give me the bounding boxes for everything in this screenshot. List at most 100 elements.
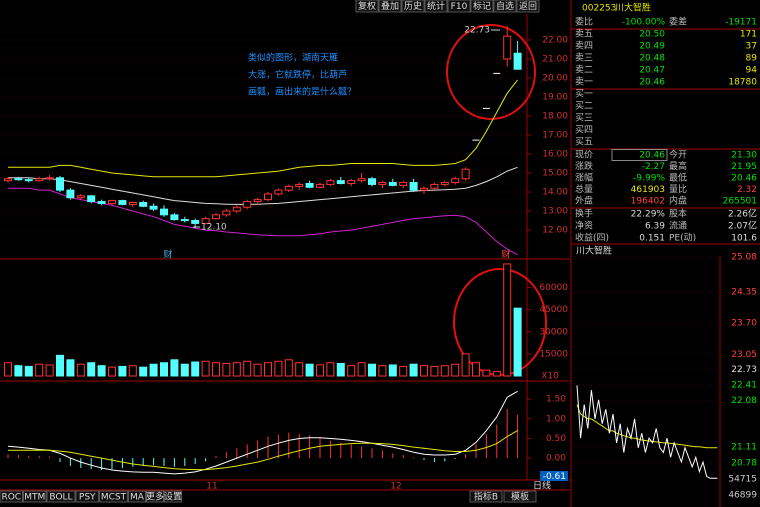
low-price-label: 12.10 (201, 223, 227, 233)
toolbar-button[interactable] (470, 0, 494, 13)
template-tab-label[interactable]: 指标B (474, 491, 498, 503)
indicator-tab-label[interactable]: PSY (79, 493, 96, 503)
field-value: 2.26亿 (728, 208, 757, 220)
volume-bar (97, 365, 106, 377)
boll-line (8, 79, 518, 178)
y-tick-label: 13.00 (542, 207, 568, 217)
toolbar-button-label[interactable]: 标记 (473, 0, 491, 12)
candle-body (316, 183, 324, 188)
field-name: 今开 (669, 149, 687, 161)
toolbar-button-label[interactable]: F10 (451, 2, 468, 12)
indicator-tab-label[interactable]: 设置 (164, 492, 182, 503)
volume-bar (368, 363, 376, 377)
volume-bar (212, 362, 220, 377)
toolbar-button-label[interactable]: 自选 (496, 0, 514, 12)
toolbar-button[interactable] (401, 0, 425, 13)
toolbar-button-label[interactable]: 统计 (427, 0, 445, 12)
volume-bar (4, 362, 12, 377)
candle-body (56, 177, 64, 191)
indicator-tab[interactable] (146, 490, 164, 503)
average-line (576, 404, 718, 449)
indicator-tab[interactable] (164, 490, 182, 503)
template-tab[interactable] (503, 490, 537, 503)
field-value: 20.48 (639, 54, 665, 64)
toolbar-button[interactable] (424, 0, 448, 13)
indicator-tab[interactable] (46, 490, 76, 503)
field-value: 265501 (723, 197, 757, 207)
volume-bar (399, 365, 408, 377)
candle-body (347, 180, 356, 184)
volume-bar (149, 363, 158, 377)
y-tick-label: 22.73 (731, 365, 757, 375)
volume-bar (284, 359, 293, 377)
y-tick-label: 25.08 (731, 253, 757, 263)
intraday-title: 川大智胜 (576, 245, 612, 257)
indicator-tab[interactable] (99, 490, 128, 503)
candle-body (4, 178, 12, 182)
candle-body (368, 178, 376, 185)
toolbar-button[interactable] (516, 0, 540, 13)
candle-body (212, 214, 220, 220)
y-tick-label: 45000 (539, 305, 568, 315)
volume-bar (357, 362, 366, 377)
indicator-tab-label[interactable]: MTM (24, 493, 45, 503)
field-name: 卖五 (575, 29, 593, 40)
toolbar-button[interactable] (447, 0, 471, 13)
field-name: 最低 (669, 172, 687, 184)
volume-bar (108, 366, 116, 377)
candle-body (191, 220, 200, 224)
volume-bar (440, 365, 449, 377)
indicator-tab[interactable] (23, 490, 47, 503)
volume-bar (232, 362, 241, 377)
indicator-tab-label[interactable]: 更多 (146, 491, 164, 503)
field-value: 0.151 (639, 234, 665, 244)
volume-bar (316, 364, 324, 377)
indicator-tab[interactable] (0, 490, 23, 503)
template-tab-label[interactable]: 模板 (511, 491, 529, 503)
toolbar-button[interactable] (355, 0, 379, 13)
y-tick-label: 16.00 (542, 150, 568, 160)
candle-body (180, 219, 189, 222)
candle-body (326, 180, 335, 185)
field-name: 买一 (575, 89, 593, 100)
candle-body (378, 182, 387, 185)
toolbar-button[interactable] (493, 0, 517, 13)
candle-body (160, 208, 168, 216)
indicator-tab[interactable] (75, 490, 99, 503)
volume-bar (128, 365, 137, 377)
candle-body (149, 205, 158, 210)
candle-body (461, 168, 470, 180)
field-name: 现价 (575, 150, 593, 161)
volume-bar (503, 263, 512, 377)
candle-body (45, 177, 54, 180)
indicator-tab-label[interactable]: ROC (1, 493, 21, 503)
high-price-label: 22.73 (464, 26, 490, 36)
y-tick-label: 22.00 (542, 35, 568, 45)
volume-bar (118, 365, 127, 377)
y-tick-label: 18.00 (542, 111, 568, 121)
toolbar-button[interactable] (378, 0, 402, 13)
toolbar-button-label[interactable]: 历史 (404, 0, 422, 12)
field-value: -19171 (725, 18, 757, 28)
field-value: 94 (746, 66, 758, 76)
y-tick-label: 0.50 (546, 434, 566, 444)
volume-unit: X10 (541, 372, 559, 382)
volume-bar (451, 363, 460, 377)
field-value: 171 (740, 30, 757, 40)
y-tick-label: 21.00 (542, 54, 568, 64)
toolbar-button-label[interactable]: 返回 (519, 0, 537, 12)
volume-bar (24, 365, 33, 377)
toolbar-button-label[interactable]: 叠加 (381, 1, 399, 12)
period-label[interactable]: 日线 (533, 480, 551, 492)
volume-bar (472, 362, 480, 377)
indicator-tab-label[interactable]: MA (130, 493, 145, 503)
volume-bar (76, 363, 85, 377)
indicator-tab-label[interactable]: MCST (101, 493, 127, 503)
template-tab[interactable] (469, 490, 503, 503)
indicator-tab[interactable] (128, 490, 146, 503)
candle-body (253, 199, 262, 203)
y-tick-label: 20.78 (731, 459, 757, 469)
indicator-tab-label[interactable]: BOLL (49, 493, 72, 503)
toolbar-button-label[interactable]: 复权 (358, 0, 376, 12)
